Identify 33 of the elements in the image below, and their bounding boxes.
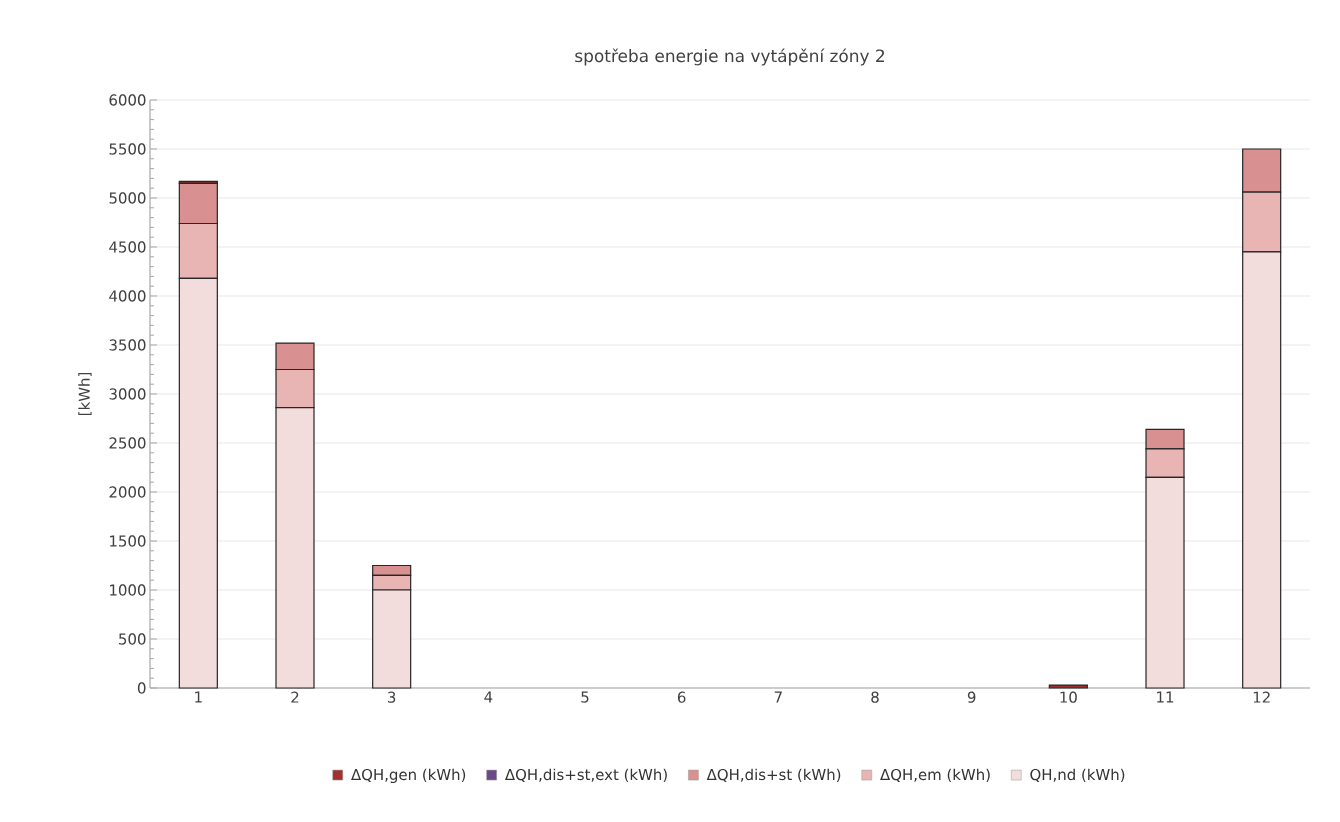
x-tick-label: 11	[1157, 691, 1174, 703]
chart-title: spotřeba energie na vytápění zóny 2	[575, 48, 884, 66]
x-tick-label: 3	[388, 691, 396, 703]
legend-label: ΔQH,dis+st (kWh)	[706, 768, 841, 782]
x-tick-label: 8	[871, 691, 879, 703]
y-tick-label: 4500	[109, 241, 146, 253]
legend-label: ΔQH,gen (kWh)	[351, 768, 466, 784]
x-tick-label: 6	[677, 691, 686, 703]
legend-label: ΔQH,dis+st,ext (kWh)	[505, 768, 667, 782]
y-tick-label: 5500	[109, 143, 146, 155]
bar	[1048, 684, 1088, 689]
x-tick-label: 2	[291, 691, 299, 703]
legend-label: ΔQH,em (kWh)	[880, 768, 990, 782]
y-tick-label: 1500	[110, 535, 146, 547]
y-tick-label: 500	[119, 633, 146, 645]
y-tick-label: 5000	[109, 192, 146, 204]
y-tick-label: 2000	[109, 486, 146, 498]
x-tick-label: 12	[1253, 691, 1270, 703]
y-tick-label: 0	[137, 682, 146, 694]
x-tick-label: 7	[774, 691, 782, 703]
y-tick-label: 3500	[109, 339, 146, 351]
x-tick-label: 5	[581, 691, 589, 703]
x-tick-label: 10	[1060, 691, 1077, 703]
x-tick-label: 9	[967, 691, 976, 703]
y-tick-label: 4000	[109, 290, 146, 302]
y-tick-label: 6000	[109, 94, 146, 106]
y-tick-label: 3000	[109, 388, 146, 400]
x-tick-label: 4	[484, 691, 493, 703]
y-tick-label: 1000	[110, 584, 146, 596]
y-tick-label: 2500	[109, 437, 146, 449]
y-axis-title: [kWh]	[78, 373, 92, 415]
x-tick-label: 1	[195, 691, 202, 703]
legend-label: QH,nd (kWh)	[1030, 768, 1125, 782]
